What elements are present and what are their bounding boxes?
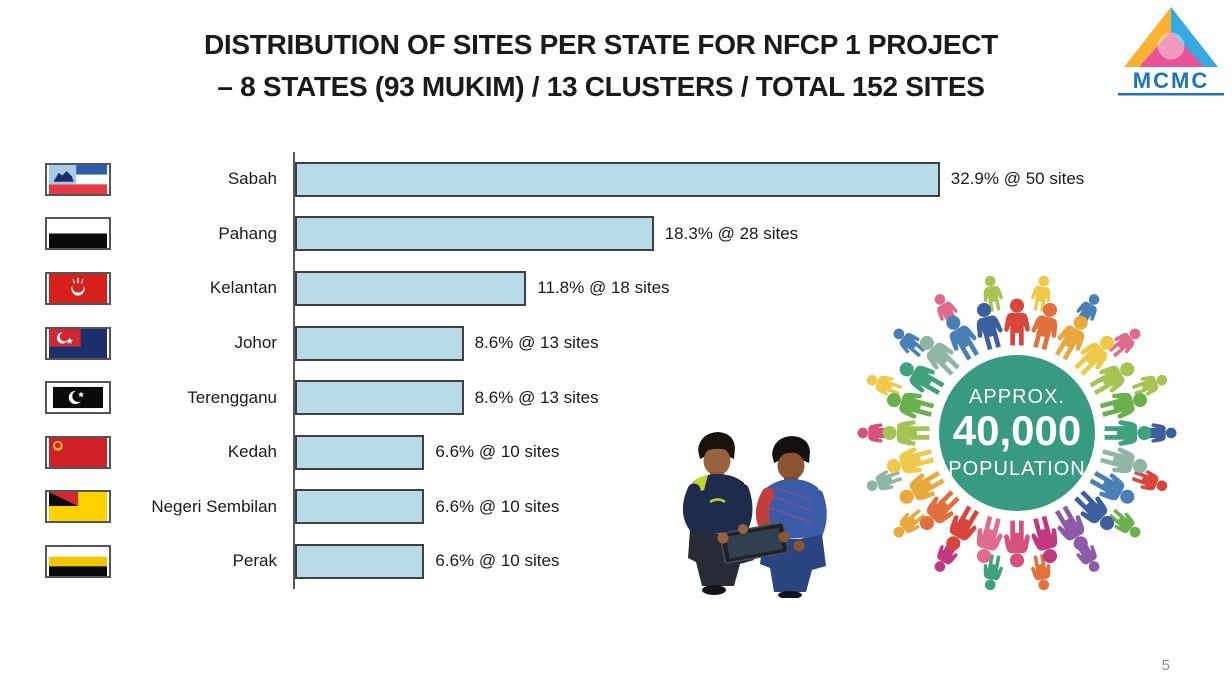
flag-johor-icon [45,326,115,360]
slide-title-line2: – 8 STATES (93 MUKIM) / 13 CLUSTERS / TO… [217,71,985,102]
boys-with-tablet-illustration [683,432,827,598]
bar-pahang [295,216,654,252]
state-label: Kedah [227,442,277,462]
plot-area: 32.9% @ 50 sites [293,152,1185,207]
bar-value-label: 11.8% @ 18 sites [537,278,670,298]
population-circle [939,355,1095,511]
state-label: Perak [232,551,277,571]
bar-value-label: 8.6% @ 13 sites [474,387,599,407]
slide-title-line1: DISTRIBUTION OF SITES PER STATE FOR NFCP… [204,29,998,60]
flag-negeri-sembilan-icon [45,490,115,524]
population-label-text: POPULATION [948,458,1085,480]
bar-value-label: 6.6% @ 10 sites [435,496,560,516]
bar-value-label: 6.6% @ 10 sites [435,551,560,571]
flag-perak-icon [45,544,115,578]
flag-kedah-icon [45,435,115,469]
plot-area: 6.6% @ 10 sites [293,424,1185,480]
bar-terengganu [295,380,464,416]
tablet-icon [719,522,789,564]
plot-area: 11.8% @ 18 sites [293,261,1185,316]
chart-row-kelantan: Kelantan 11.8% @ 18 sites [45,261,1185,316]
page-number: 5 [1161,657,1170,674]
plot-area: 8.6% @ 13 sites [293,370,1185,425]
state-label: Sabah [227,169,277,189]
people-ring-illustration [857,275,1177,591]
chart-row-kedah: Kedah 6.6% @ 10 sites [45,424,1185,480]
flag-sabah-icon [45,162,115,196]
bar-sabah [295,161,940,197]
chart-row-negeri-sembilan: Negeri Sembilan 6.6% @ 10 sites [45,479,1185,535]
state-label: Johor [234,333,277,353]
bar-value-label: 18.3% @ 28 sites [664,223,799,243]
bar-johor [295,325,464,361]
bar-negeri-sembilan [295,489,425,525]
boys-with-tablet-photo [644,416,858,598]
chart-row-terengganu: Terengganu 8.6% @ 13 sites [45,370,1185,425]
state-label: Pahang [218,223,277,243]
plot-area: 6.6% @ 10 sites [293,534,1185,589]
chart-row-pahang: Pahang 18.3% @ 28 sites [45,206,1185,262]
bar-kedah [295,434,425,470]
population-approx-text: APPROX. [969,386,1065,408]
mcmc-logo-icon: MCMC [1118,7,1224,96]
slide-title: DISTRIBUTION OF SITES PER STATE FOR NFCP… [116,24,1086,108]
sites-per-state-bar-chart: Sabah 32.9% @ 50 sites Pahang 18.3% @ 28… [45,152,1185,589]
population-number-text: 40,000 [953,407,1081,454]
population-badge: APPROX. 40,000 POPULATION [852,268,1182,598]
bar-kelantan [295,270,527,306]
chart-row-johor: Johor 8.6% @ 13 sites [45,315,1185,371]
state-label: Kelantan [209,278,277,298]
flag-terengganu-icon [45,381,115,415]
chart-row-perak: Perak 6.6% @ 10 sites [45,534,1185,589]
plot-area: 6.6% @ 10 sites [293,479,1185,535]
state-label: Negeri Sembilan [151,496,277,516]
state-label: Terengganu [187,387,277,407]
plot-area: 8.6% @ 13 sites [293,315,1185,371]
bar-perak [295,543,425,579]
mcmc-logo-text: MCMC [1133,68,1209,93]
plot-area: 18.3% @ 28 sites [293,206,1185,262]
bar-value-label: 32.9% @ 50 sites [950,169,1085,189]
mcmc-logo: MCMC [1116,4,1226,98]
chart-row-sabah: Sabah 32.9% @ 50 sites [45,152,1185,207]
flag-pahang-icon [45,217,115,251]
bar-value-label: 6.6% @ 10 sites [435,442,560,462]
bar-value-label: 8.6% @ 13 sites [474,333,599,353]
flag-kelantan-icon [45,271,115,305]
